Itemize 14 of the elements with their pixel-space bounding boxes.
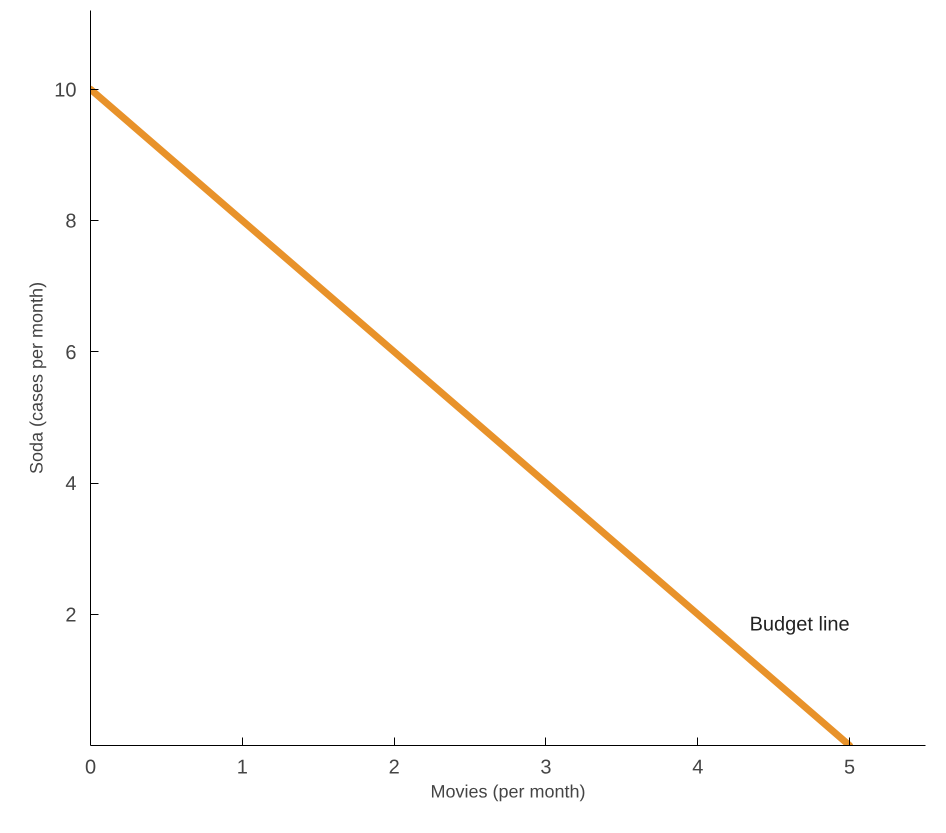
x-tick-label: 2 [388,756,400,778]
y-tick-label: 6 [65,342,76,364]
y-tick-label: 2 [65,604,76,626]
x-tick-label: 5 [844,756,856,778]
x-tick-label: 4 [692,756,704,778]
series-label: Budget line [750,614,850,636]
x-tick-label: 0 [84,756,96,778]
y-tick-label: 4 [65,473,76,495]
y-tick-label: 10 [54,79,77,102]
x-tick-label: 3 [540,756,552,778]
x-axis-title: Movies (per month) [430,782,586,802]
y-tick-label: 8 [65,210,76,232]
x-tick-label: 1 [236,756,248,778]
y-axis-title: Soda (cases per month) [26,282,46,474]
